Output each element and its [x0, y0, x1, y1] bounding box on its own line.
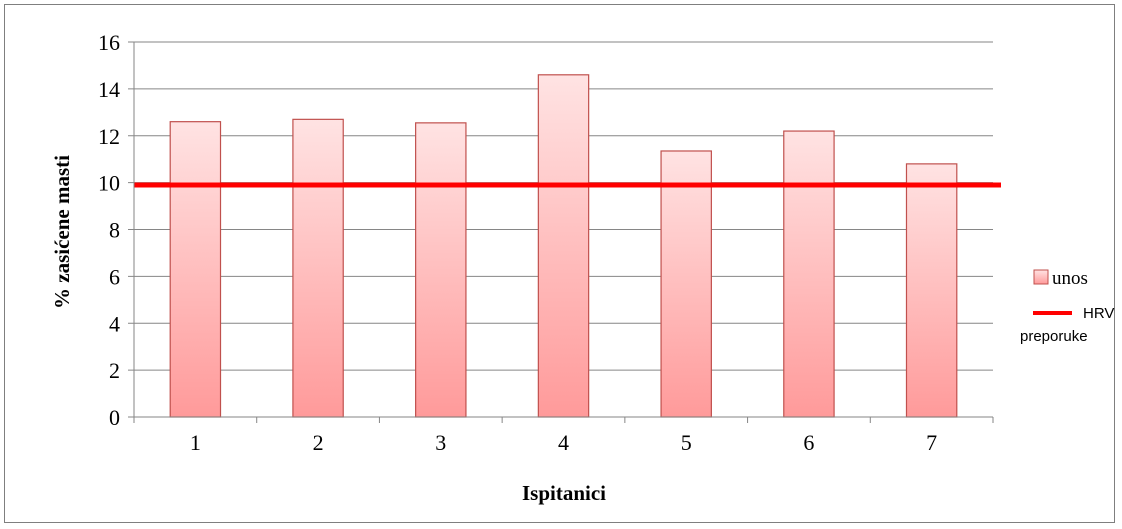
legend-label-hrv: HRV	[1083, 305, 1114, 322]
bars	[169, 74, 958, 418]
y-tick-label: 16	[98, 30, 120, 55]
bar-5	[660, 150, 712, 418]
y-tick-label: 14	[98, 77, 120, 102]
bar-6	[783, 130, 835, 418]
y-tick-label: 12	[98, 124, 120, 149]
x-tick-label: 4	[558, 430, 569, 455]
axes	[128, 41, 994, 423]
x-tick-label: 6	[803, 430, 814, 455]
legend: unos HRV preporuke	[1020, 268, 1114, 345]
bar-1	[169, 121, 222, 418]
y-tick-label: 6	[109, 264, 120, 289]
bar-2	[292, 118, 344, 418]
y-tick-labels: 0 2 4 6 8 10 12 14 16	[98, 30, 120, 430]
x-tick-labels: 1 2 3 4 5 6 7	[190, 430, 937, 455]
y-tick-label: 0	[109, 405, 120, 430]
x-tick-label: 5	[681, 430, 692, 455]
y-axis-label: % zasićene masti	[50, 155, 74, 309]
x-tick-label: 3	[435, 430, 446, 455]
y-tick-label: 4	[109, 311, 120, 336]
y-tick-label: 10	[98, 171, 120, 196]
x-tick-label: 2	[313, 430, 324, 455]
bar-3	[415, 122, 467, 418]
y-tick-label: 2	[109, 358, 120, 383]
legend-swatch-unos	[1033, 269, 1049, 285]
bar-4	[537, 74, 590, 418]
x-axis-label: Ispitanici	[522, 481, 606, 505]
bar-7	[905, 163, 958, 418]
y-tick-label: 8	[109, 218, 120, 243]
legend-label-preporuke: preporuke	[1020, 328, 1088, 345]
legend-label-unos: unos	[1052, 268, 1088, 289]
x-tick-label: 7	[926, 430, 937, 455]
x-tick-label: 1	[190, 430, 201, 455]
